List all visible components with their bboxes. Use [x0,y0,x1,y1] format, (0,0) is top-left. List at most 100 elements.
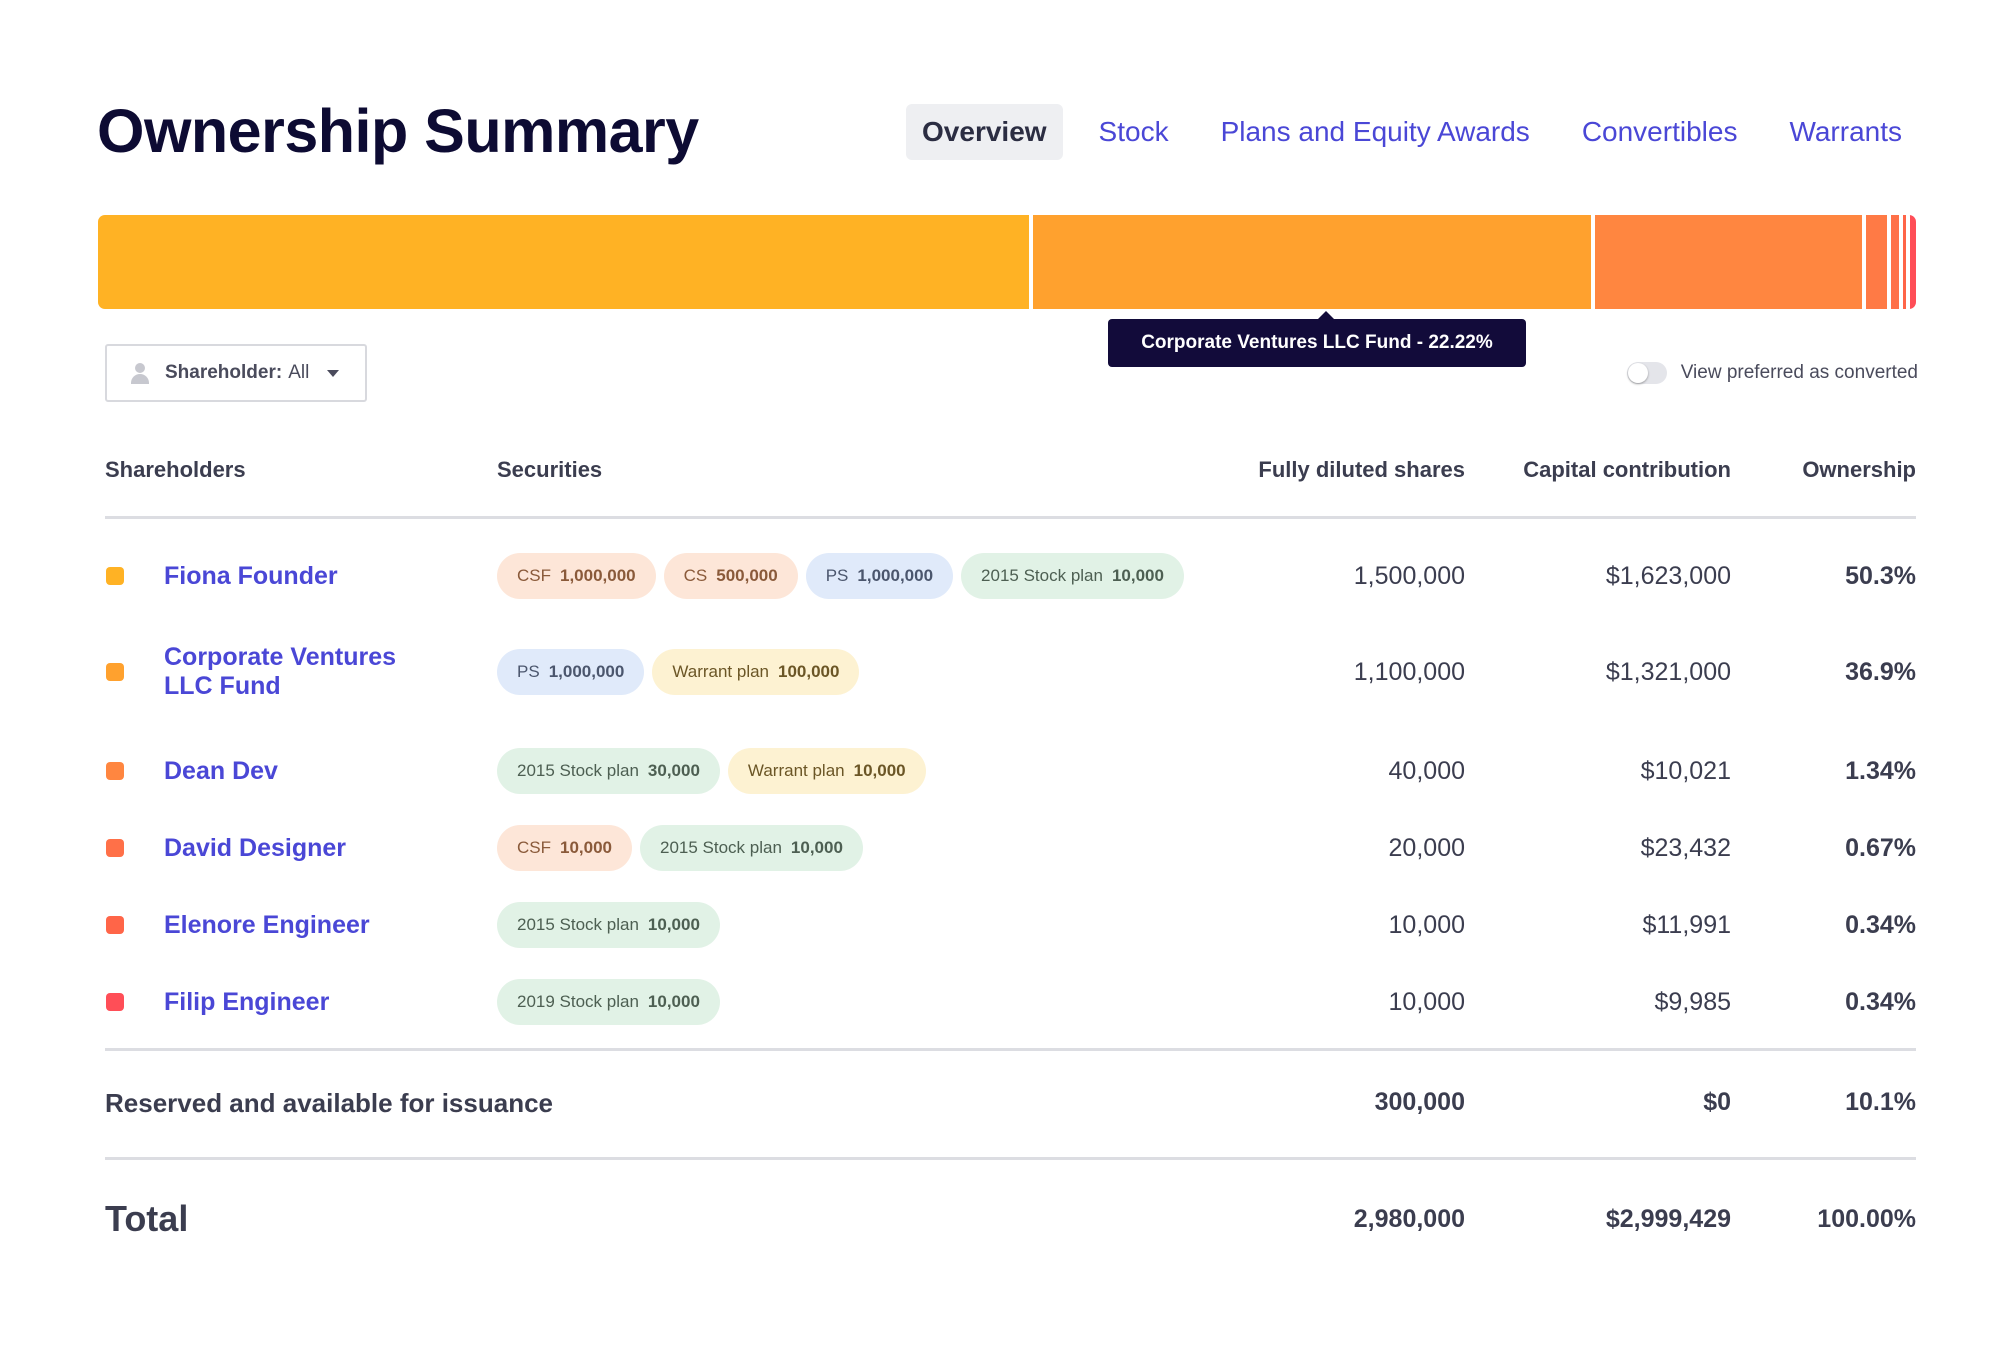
ownership-percent: 0.67% [1845,834,1916,862]
tab-convertibles[interactable]: Convertibles [1581,116,1738,147]
security-chip-amount: 10,000 [853,761,906,780]
shareholder-name-link[interactable]: David Designer [164,834,347,862]
ownership-tooltip: Corporate Ventures LLC Fund - 22.22% [1108,311,1526,367]
ownership-bar-segment[interactable] [1909,215,1916,309]
security-chip-label: 2015 Stock plan [517,915,639,934]
security-chip-amount: 10,000 [1111,566,1164,585]
tab-stock[interactable]: Stock [1098,116,1169,147]
column-header-capital: Capital contribution [1523,457,1731,482]
shareholder-name-link[interactable]: Dean Dev [164,757,278,785]
security-chip-label: CS [683,566,708,585]
column-header-shareholders: Shareholders [105,457,246,482]
total-fully-diluted: 2,980,000 [1353,1205,1465,1233]
shareholder-name-link[interactable]: Corporate Ventures LLC Fund [164,643,397,700]
security-chip[interactable]: PS 1,000,000 [497,649,645,695]
ownership-bar-segment[interactable] [1903,215,1910,309]
security-chip-amount: 500,000 [716,566,778,585]
fully-diluted-shares: 40,000 [1388,757,1465,785]
user-icon [129,362,151,384]
total-ownership: 100.00% [1817,1205,1916,1233]
reserved-label: Reserved and available for issuance [105,1088,553,1118]
capital-contribution: $1,321,000 [1605,658,1731,686]
ownership-percent: 0.34% [1845,911,1916,939]
ownership-bar-segment[interactable] [1890,215,1904,309]
column-header-securities: Securities [497,457,603,482]
ownership-percent: 50.3% [1845,562,1916,590]
security-chip-amount: 10,000 [790,838,843,857]
securities-chips: 2015 Stock plan 30,000 Warrant plan 10,000 [497,748,926,794]
security-chip-label: Warrant plan [747,761,845,780]
securities-chips: 2019 Stock plan 10,000 [497,979,720,1025]
security-chip[interactable]: CSF 1,000,000 [497,553,656,599]
ownership-percent: 0.34% [1845,988,1916,1016]
security-chip-label: 2019 Stock plan [517,992,639,1011]
ownership-bar-segment[interactable] [1594,215,1866,309]
security-chip[interactable]: Warrant plan 10,000 [727,748,926,794]
preferred-converted-toggle[interactable] [1626,362,1667,384]
toggle-label: View preferred as converted [1680,362,1918,383]
shareholder-color-dot [106,916,124,934]
fully-diluted-shares: 10,000 [1388,988,1465,1016]
security-chip-amount: 1,000,000 [548,662,625,681]
ownership-bar-segment[interactable] [1865,215,1891,309]
capital-contribution: $9,985 [1654,988,1731,1016]
reserved-ownership: 10.1% [1845,1088,1916,1116]
securities-chips: 2015 Stock plan 10,000 [497,902,720,948]
tab-warrants[interactable]: Warrants [1789,116,1902,147]
shareholder-color-dot [106,762,124,780]
security-chip[interactable]: CS 500,000 [663,553,798,599]
shareholder-name-link[interactable]: Fiona Founder [164,562,338,590]
security-chip[interactable]: 2019 Stock plan 10,000 [497,979,720,1025]
security-chip[interactable]: 2015 Stock plan 10,000 [497,902,720,948]
security-chip-label: 2015 Stock plan [660,838,782,857]
shareholder-color-dot [106,663,124,681]
tab-overview[interactable]: Overview [906,104,1063,160]
page-title: Ownership Summary [97,97,699,165]
shareholder-name-link[interactable]: Filip Engineer [164,988,330,1016]
total-divider [105,1157,1916,1160]
fully-diluted-shares: 10,000 [1388,911,1465,939]
security-chip-amount: 10,000 [647,992,700,1011]
tab-plans-and-equity-awards[interactable]: Plans and Equity Awards [1220,116,1530,147]
shareholder-filter-dropdown[interactable]: Shareholder: All [105,344,367,402]
securities-chips: CSF 10,000 2015 Stock plan 10,000 [497,825,863,871]
fully-diluted-shares: 20,000 [1388,834,1465,862]
ownership-percent: 36.9% [1845,658,1916,686]
shareholder-color-dot [106,567,124,585]
header-divider [105,516,1916,519]
capital-contribution: $11,991 [1642,911,1731,939]
ownership-bar [98,215,1916,309]
filter-label: Shareholder: [165,362,283,383]
preferred-converted-toggle-group: View preferred as converted [1626,362,1918,384]
security-chip[interactable]: PS 1,000,000 [805,553,954,599]
column-header-fully-diluted: Fully diluted shares [1258,457,1465,482]
filter-value: All [288,362,310,383]
securities-chips: CSF 1,000,000 CS 500,000 PS 1,000,000 2015 Sto… [497,553,1184,599]
security-chip[interactable]: 2015 Stock plan 30,000 [497,748,720,794]
column-header-ownership: Ownership [1802,457,1916,482]
securities-chips: PS 1,000,000 Warrant plan 100,000 [497,649,860,695]
security-chip[interactable]: 2015 Stock plan 10,000 [961,553,1184,599]
security-chip[interactable]: CSF 10,000 [497,825,632,871]
ownership-bar-segment[interactable] [98,215,1034,309]
security-chip[interactable]: 2015 Stock plan 10,000 [640,825,863,871]
security-chip-label: 2015 Stock plan [981,566,1103,585]
security-chip-amount: 30,000 [647,761,700,780]
security-chip-amount: 100,000 [778,662,840,681]
ownership-bar-segment[interactable] [1033,215,1595,309]
nav-tabs: Overview Stock Plans and Equity Awards C… [906,104,1918,160]
shareholder-color-dot [106,993,124,1011]
reserved-fully-diluted: 300,000 [1374,1088,1465,1116]
total-capital: $2,999,429 [1605,1205,1731,1233]
ownership-percent: 1.34% [1845,757,1916,785]
shareholder-name-link[interactable]: Elenore Engineer [164,911,370,939]
rows-divider [105,1048,1916,1051]
security-chip[interactable]: Warrant plan 100,000 [652,649,860,695]
security-chip-label: PS [517,662,540,681]
security-chip-label: 2015 Stock plan [517,761,639,780]
security-chip-amount: 10,000 [560,838,612,857]
security-chip-label: CSF [517,838,551,857]
chevron-down-icon [327,369,340,377]
security-chip-label: CSF [517,566,551,585]
total-label: Total [105,1198,189,1239]
